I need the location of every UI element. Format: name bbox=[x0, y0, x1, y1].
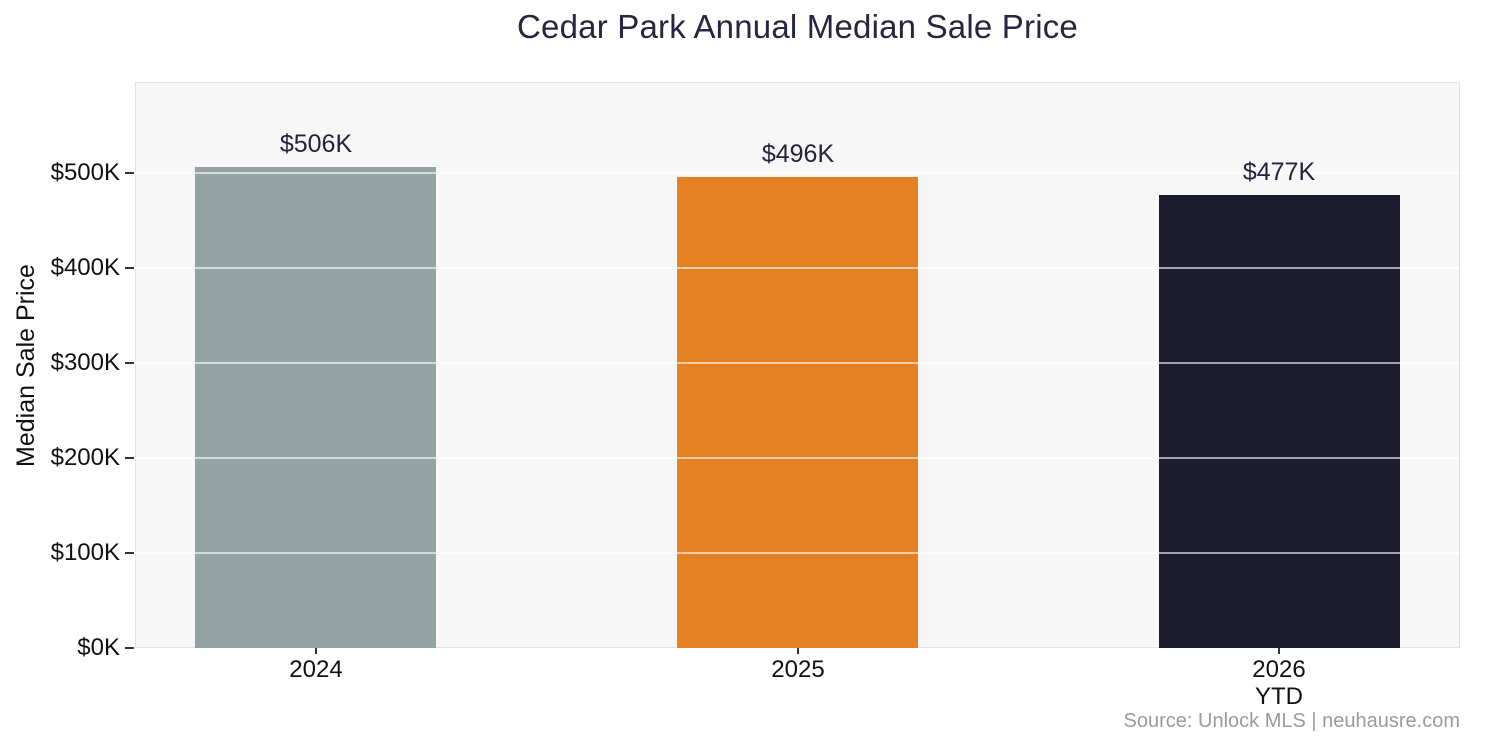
y-tick-mark bbox=[125, 267, 134, 270]
y-tick-label: $100K bbox=[50, 539, 120, 567]
x-tick-label-line: YTD bbox=[1255, 683, 1303, 710]
bar-value-label: $506K bbox=[279, 130, 353, 159]
bar-2024 bbox=[195, 167, 436, 648]
x-tick-mark bbox=[797, 648, 799, 654]
y-tick-mark bbox=[125, 457, 134, 460]
x-tick-mark bbox=[315, 648, 317, 654]
x-tick-label-line: 2026 bbox=[1252, 656, 1306, 683]
y-tick-label: $300K bbox=[50, 349, 120, 377]
chart-title: Cedar Park Annual Median Sale Price bbox=[517, 8, 1078, 45]
y-tick-mark bbox=[125, 172, 134, 175]
bar-value-label: $477K bbox=[1242, 158, 1316, 186]
y-tick-label: $400K bbox=[50, 254, 120, 282]
y-tick-label: $200K bbox=[50, 444, 120, 472]
x-tick-label: 2024 bbox=[206, 656, 426, 683]
x-tick-label-line: 2025 bbox=[771, 656, 825, 683]
gridline bbox=[135, 457, 1460, 460]
x-tick-label: 2025 bbox=[688, 656, 908, 683]
gridline bbox=[135, 267, 1460, 270]
gridline bbox=[135, 172, 1460, 175]
x-tick-label: 2026 YTD bbox=[1169, 656, 1389, 710]
y-tick-label: $0K bbox=[77, 634, 120, 661]
gridline bbox=[135, 362, 1460, 365]
bar-value-label: $496K bbox=[761, 139, 835, 168]
x-tick-label-line: 2024 bbox=[289, 656, 343, 683]
y-tick-mark bbox=[125, 552, 134, 555]
y-tick-label: $500K bbox=[50, 159, 120, 187]
gridline bbox=[135, 552, 1460, 555]
x-tick-mark bbox=[1278, 648, 1280, 654]
y-tick-mark bbox=[125, 647, 134, 649]
bar-2025 bbox=[677, 176, 918, 648]
y-tick-mark bbox=[125, 362, 134, 365]
source-credit: Source: Unlock MLS | neuhausre.com bbox=[1123, 710, 1460, 732]
bar-2026 YTD bbox=[1159, 195, 1400, 648]
